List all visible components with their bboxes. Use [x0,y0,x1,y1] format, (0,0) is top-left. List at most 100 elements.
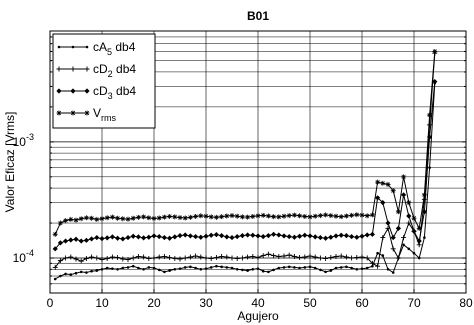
data-point [116,267,119,271]
data-point [407,247,411,251]
data-point [276,232,282,238]
data-point [417,256,421,260]
data-point [234,233,240,240]
legend-label: Vrms [93,106,117,123]
data-point [224,234,230,240]
data-point [328,213,334,219]
data-point [411,215,417,221]
data-point [406,200,412,206]
x-tick-label: 60 [355,296,369,310]
data-point [416,238,422,244]
data-point [224,213,230,219]
data-point [100,267,104,271]
data-point [395,225,401,231]
data-point [78,238,84,244]
data-point [391,271,395,274]
data-point [421,209,427,215]
data-point [115,235,121,241]
data-point [99,257,105,263]
data-point [349,255,355,261]
data-point [109,254,115,260]
data-point [369,212,375,218]
data-point [308,265,312,269]
data-point [78,258,84,264]
data-point [265,213,271,219]
data-point [302,254,308,260]
data-point [246,269,249,272]
data-point [297,255,303,261]
data-point [99,216,105,222]
data-point [369,260,375,266]
data-point [401,174,407,180]
data-point [70,110,76,116]
data-point [198,213,204,219]
plot-area [49,30,467,294]
data-point [343,213,349,219]
data-point [131,264,135,268]
data-point [52,264,58,270]
data-point [406,213,412,219]
data-point [256,267,260,270]
data-point [163,270,166,274]
data-point [287,265,291,269]
data-point [401,235,407,241]
y-axis: 10-4 10-3 [13,132,34,265]
data-point [406,220,412,226]
data-point [412,251,416,255]
data-point [312,254,318,260]
data-point [85,45,89,49]
data-point [386,267,390,271]
data-point [359,233,365,239]
data-point [156,254,162,260]
data-point [250,232,256,238]
data-point [271,231,277,237]
data-point [94,216,100,222]
data-point [135,214,141,220]
data-point [64,272,67,276]
data-point [56,110,62,116]
data-point [161,214,167,220]
data-point [83,256,89,262]
data-point [70,66,76,72]
data-point [78,216,84,222]
data-point [141,214,147,220]
data-point [189,265,192,269]
data-point [364,213,370,219]
data-point [178,267,182,270]
data-point [380,200,386,206]
data-point [380,235,386,241]
x-tick-label: 50 [303,296,317,310]
data-point [63,255,69,261]
data-point [199,267,203,271]
data-point [401,192,407,198]
data-point [172,234,178,240]
data-point [220,265,223,269]
data-point [334,266,338,270]
legend-label: cD3 db4 [93,84,136,101]
data-point [105,266,109,270]
data-point [323,235,329,241]
data-point [375,263,381,269]
legend-item: cA5 db4 [57,40,136,57]
data-point [293,266,296,269]
data-point [71,45,75,49]
data-point [125,216,131,222]
data-point [354,234,360,240]
x-tick-label: 20 [147,296,161,310]
data-point [70,88,76,94]
data-point [255,255,261,261]
y-tick-label: 10-3 [13,132,34,149]
data-point [364,255,370,261]
y-tick-label: 10-4 [13,248,34,265]
data-point [371,264,374,268]
data-point [203,233,209,239]
data-point [333,233,339,239]
data-point [255,233,261,239]
data-point [432,48,438,54]
data-point [281,233,287,239]
data-point [215,264,218,268]
data-point [250,254,256,260]
data-point [156,215,162,221]
data-point [239,214,245,220]
data-point [421,192,427,198]
